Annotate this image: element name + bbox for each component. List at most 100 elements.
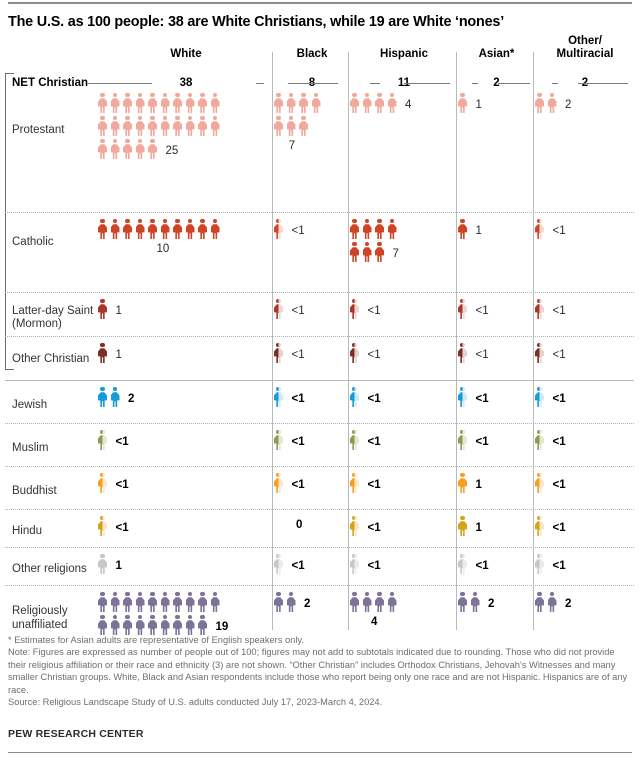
cell-jewish-white: 2 <box>98 386 134 412</box>
cell-value: <1 <box>291 305 305 317</box>
cell-catholic-white: 10 <box>98 218 223 255</box>
person-icon <box>110 615 120 635</box>
person-icon-half <box>535 299 544 319</box>
person-icon <box>458 93 467 113</box>
person-icon-half <box>458 554 467 574</box>
person-icon <box>387 592 397 612</box>
person-icon <box>123 592 132 612</box>
figure-row: <1 <box>535 515 566 536</box>
net-rule-segment-8 <box>578 83 628 84</box>
person-icon <box>160 116 170 136</box>
person-icon <box>148 615 157 635</box>
cell-hindu-black: 0 <box>274 515 302 531</box>
person-icon <box>148 139 157 159</box>
person-icon-half <box>535 219 544 239</box>
figure-row: 1 <box>98 553 122 574</box>
net-rule-segment-7 <box>552 83 558 84</box>
figure-row: 4 <box>350 92 411 113</box>
bottom-divider <box>8 752 632 754</box>
row-label-other_christian: Other Christian <box>12 353 90 366</box>
figure-row: 7 <box>350 241 400 262</box>
figure-row: <1 <box>350 342 381 363</box>
cell-unaffiliated-hisp: 4 <box>350 591 400 628</box>
figure-row <box>274 115 324 136</box>
cell-value: 2 <box>488 598 495 610</box>
person-icon <box>458 473 467 493</box>
figure-row: <1 <box>274 553 305 574</box>
figure-row: <1 <box>350 515 381 536</box>
footnotes: * Estimates for Asian adults are represe… <box>8 634 632 708</box>
cell-value: <1 <box>367 436 381 448</box>
person-icon <box>210 116 220 136</box>
row-divider <box>5 509 634 510</box>
cell-value: <1 <box>552 436 566 448</box>
cell-protestant-asian: 1 <box>458 92 482 118</box>
cell-value: <1 <box>115 436 129 448</box>
person-icon <box>185 615 195 635</box>
cell-muslim-hisp: <1 <box>350 429 381 455</box>
person-icon <box>185 93 195 113</box>
person-icon <box>173 219 182 239</box>
cell-value: 4 <box>405 99 412 111</box>
net-christian-total-asian: 2 <box>493 77 500 89</box>
cell-hindu-hisp: <1 <box>350 515 381 541</box>
person-icon <box>148 93 157 113</box>
cell-value: <1 <box>475 560 489 572</box>
row-divider <box>5 423 634 424</box>
net-rule-segment-2 <box>288 83 338 84</box>
cell-value: 2 <box>565 598 572 610</box>
cell-value: 25 <box>165 145 179 157</box>
person-icon <box>185 592 195 612</box>
net-rule-segment-6 <box>498 83 530 84</box>
person-icon <box>210 592 220 612</box>
cell-value: <1 <box>552 479 566 491</box>
cell-lds-hisp: <1 <box>350 298 381 324</box>
cell-other_religions-hisp: <1 <box>350 553 381 579</box>
cell-value: <1 <box>367 560 381 572</box>
person-icon <box>173 116 182 136</box>
row-label-lds: Latter-day Saint (Mormon) <box>12 304 94 331</box>
person-icon <box>98 299 107 319</box>
person-icon-half <box>535 387 544 407</box>
cell-value: <1 <box>475 305 489 317</box>
cell-value: 1 <box>475 522 482 534</box>
figure-row: <1 <box>458 553 489 574</box>
cell-other_christian-asian: <1 <box>458 342 489 368</box>
cell-value: 4 <box>371 616 378 628</box>
person-icon <box>160 93 170 113</box>
person-icon-half <box>350 473 359 493</box>
row-label-unaffiliated: Religiously unaffiliated <box>12 605 68 631</box>
cell-other_religions-white: 1 <box>98 553 122 579</box>
person-icon <box>173 93 182 113</box>
cell-value: <1 <box>475 436 489 448</box>
person-icon <box>98 116 107 136</box>
person-icon-half <box>350 430 359 450</box>
cell-buddhist-asian: 1 <box>458 472 482 498</box>
cell-value: <1 <box>367 479 381 491</box>
person-icon <box>185 219 195 239</box>
figure-row: <1 <box>350 386 381 407</box>
figure-row: <1 <box>274 218 305 239</box>
person-icon <box>362 219 372 239</box>
person-icon <box>135 615 145 635</box>
figure-row: <1 <box>350 429 381 450</box>
cell-value: <1 <box>552 225 566 237</box>
cell-value: 1 <box>115 349 122 361</box>
row-divider <box>5 585 634 586</box>
person-icon <box>98 615 107 635</box>
person-icon-half <box>535 343 544 363</box>
figure-row: 2 <box>458 591 494 612</box>
cell-jewish-black: <1 <box>274 386 305 412</box>
figure-row: <1 <box>535 429 566 450</box>
row-divider <box>5 466 634 467</box>
net-christian-total-hisp: 11 <box>397 77 411 89</box>
figure-row: 1 <box>458 515 482 536</box>
person-icon-half <box>98 516 107 536</box>
person-icon-half <box>458 343 467 363</box>
person-icon <box>375 93 384 113</box>
cell-unaffiliated-asian: 2 <box>458 591 494 617</box>
person-icon <box>547 93 557 113</box>
figure-row: <1 <box>458 386 489 407</box>
figure-row: <1 <box>535 553 566 574</box>
person-icon <box>362 592 372 612</box>
